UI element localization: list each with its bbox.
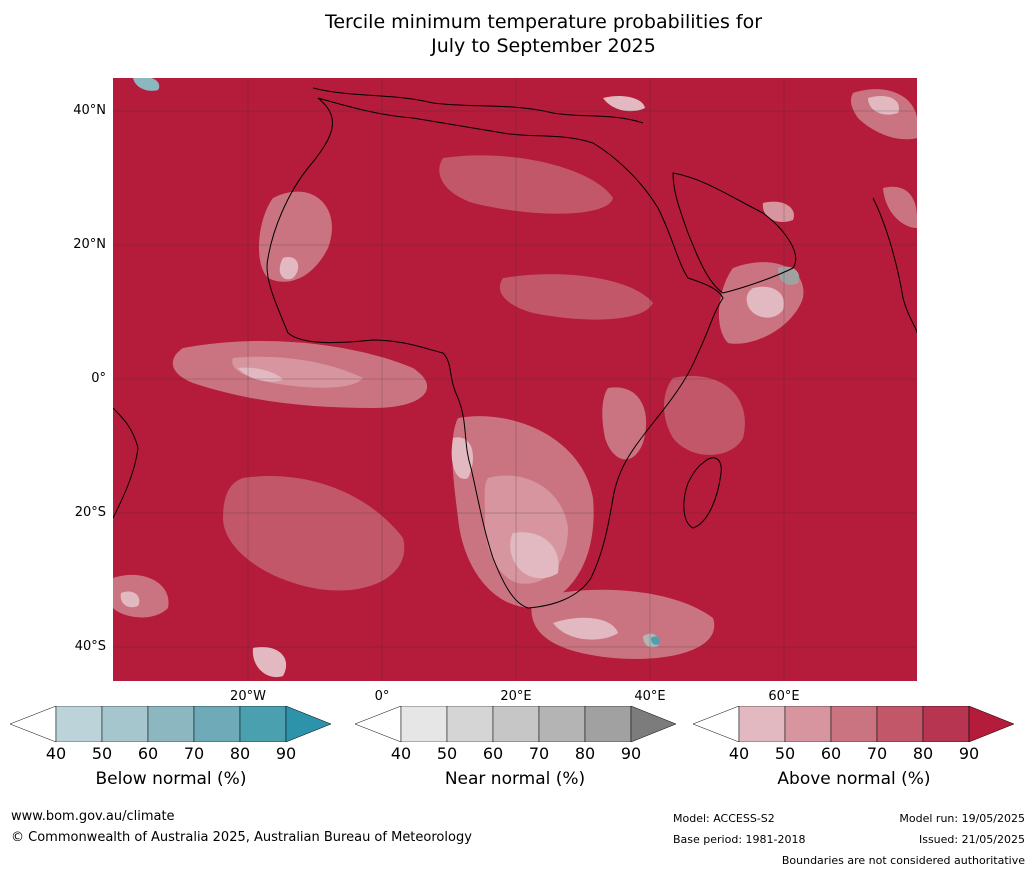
colorbar-above-normal <box>693 706 1015 742</box>
africa-coastline <box>266 97 724 609</box>
below-normal-swatch-4 <box>193 706 241 742</box>
above-normal-caption: Above normal (%) <box>777 769 931 789</box>
contour-south-atlantic <box>223 476 405 591</box>
above-normal-swatch-1 <box>738 706 786 742</box>
below-normal-tick: 70 <box>183 744 205 763</box>
contour-below-normal-spot <box>651 636 660 645</box>
contour-west-coast-light <box>279 257 299 280</box>
colorbar-below-normal <box>10 706 332 742</box>
lat-label-20s: 20°S <box>74 505 106 520</box>
lon-label-60e: 60°E <box>768 689 800 704</box>
lat-label-40n: 40°N <box>73 103 106 118</box>
above-normal-tick: 60 <box>820 744 842 763</box>
colorbar-near-normal <box>355 706 677 742</box>
title-line-1: Tercile minimum temperature probabilitie… <box>324 11 763 33</box>
contour-arabian-sea-grey <box>778 266 800 285</box>
near-normal-swatch-0 <box>355 706 402 742</box>
below-normal-tick: 60 <box>137 744 159 763</box>
contour-indian-ocean <box>664 376 745 455</box>
model-text: Model: ACCESS-S2 <box>673 812 775 825</box>
contour-west-sahara-coast <box>258 191 332 282</box>
arabia-coastline <box>672 172 797 294</box>
lat-label-equator: 0° <box>91 371 106 386</box>
near-normal-tick: 50 <box>436 744 458 763</box>
below-normal-tick: 80 <box>229 744 251 763</box>
contour-canary <box>133 78 160 91</box>
mediterranean-north <box>312 87 644 124</box>
copyright-text: © Commonwealth of Australia 2025, Austra… <box>11 830 472 845</box>
below-normal-caption: Below normal (%) <box>95 769 247 789</box>
contour-black-sea <box>603 96 645 112</box>
above-normal-tick: 70 <box>866 744 888 763</box>
above-normal-swatch-5 <box>922 706 970 742</box>
lon-label-40e: 40°E <box>634 689 666 704</box>
contour-north-sahara <box>439 155 613 214</box>
near-normal-tick: 70 <box>528 744 550 763</box>
issued-text: Issued: 21/05/2025 <box>918 833 1025 846</box>
above-normal-swatch-6 <box>968 706 1015 742</box>
near-normal-swatch-4 <box>538 706 586 742</box>
probability-map <box>113 78 917 681</box>
lat-label-20n: 20°N <box>73 237 106 252</box>
above-normal-swatch-3 <box>830 706 878 742</box>
lon-label-20w: 20°W <box>230 689 266 704</box>
base-period-text: Base period: 1981-2018 <box>673 833 806 846</box>
below-normal-swatch-1 <box>55 706 103 742</box>
near-normal-swatch-2 <box>446 706 494 742</box>
near-normal-swatch-1 <box>400 706 448 742</box>
coastlines <box>113 87 917 609</box>
contour-gulf-guinea-white <box>238 367 283 382</box>
website-link[interactable]: www.bom.gov.au/climate <box>11 809 175 824</box>
below-normal-swatch-5 <box>239 706 287 742</box>
below-normal-tick: 90 <box>275 744 297 763</box>
near-normal-tick: 40 <box>390 744 412 763</box>
below-normal-swatch-6 <box>285 706 332 742</box>
near-normal-caption: Near normal (%) <box>444 769 586 789</box>
disclaimer-text: Boundaries are not considered authoritat… <box>781 854 1025 867</box>
near-normal-swatch-5 <box>584 706 632 742</box>
below-normal-tick: 50 <box>91 744 113 763</box>
below-normal-swatch-3 <box>147 706 195 742</box>
contour-southern-ocean <box>531 589 715 659</box>
graticule <box>113 78 917 681</box>
above-normal-tick: 40 <box>728 744 750 763</box>
lat-label-40s: 40°S <box>74 639 106 654</box>
below-normal-swatch-0 <box>10 706 57 742</box>
above-normal-swatch-4 <box>876 706 924 742</box>
above-normal-tick: 90 <box>958 744 980 763</box>
contour-sahel <box>499 274 653 320</box>
contour-caspian-light <box>868 95 899 115</box>
madagascar-coastline <box>683 457 722 529</box>
contour-india-west <box>883 186 917 228</box>
contour-sw-corner <box>113 574 169 618</box>
map-svg <box>113 78 917 681</box>
contour-persian-gulf <box>762 201 794 223</box>
title-line-2: July to September 2025 <box>431 35 656 57</box>
contour-somalia-light <box>746 286 784 318</box>
below-normal-swatch-2 <box>101 706 149 742</box>
above-normal-tick: 80 <box>912 744 934 763</box>
near-normal-tick: 60 <box>482 744 504 763</box>
near-normal-swatch-6 <box>630 706 677 742</box>
below-normal-tick: 40 <box>45 744 67 763</box>
contour-south-africa-light <box>510 532 559 579</box>
contour-south-mid <box>252 647 287 678</box>
model-run-text: Model run: 19/05/2025 <box>899 812 1025 825</box>
near-normal-tick: 80 <box>574 744 596 763</box>
above-normal-swatch-2 <box>784 706 832 742</box>
india-coastline <box>872 197 917 334</box>
south-america-coast <box>113 407 139 519</box>
contour-sw-light <box>120 591 140 608</box>
lon-label-0: 0° <box>374 689 390 704</box>
contour-southern-ocean-light <box>553 617 618 640</box>
contour-angola-coast <box>451 437 473 479</box>
near-normal-tick: 90 <box>620 744 642 763</box>
near-normal-swatch-3 <box>492 706 540 742</box>
contour-east-africa <box>602 387 647 460</box>
above-normal-swatch-0 <box>693 706 740 742</box>
probability-contours <box>113 78 917 678</box>
above-normal-tick: 50 <box>774 744 796 763</box>
map-title: Tercile minimum temperature probabilitie… <box>0 10 1035 58</box>
lon-label-20e: 20°E <box>500 689 532 704</box>
